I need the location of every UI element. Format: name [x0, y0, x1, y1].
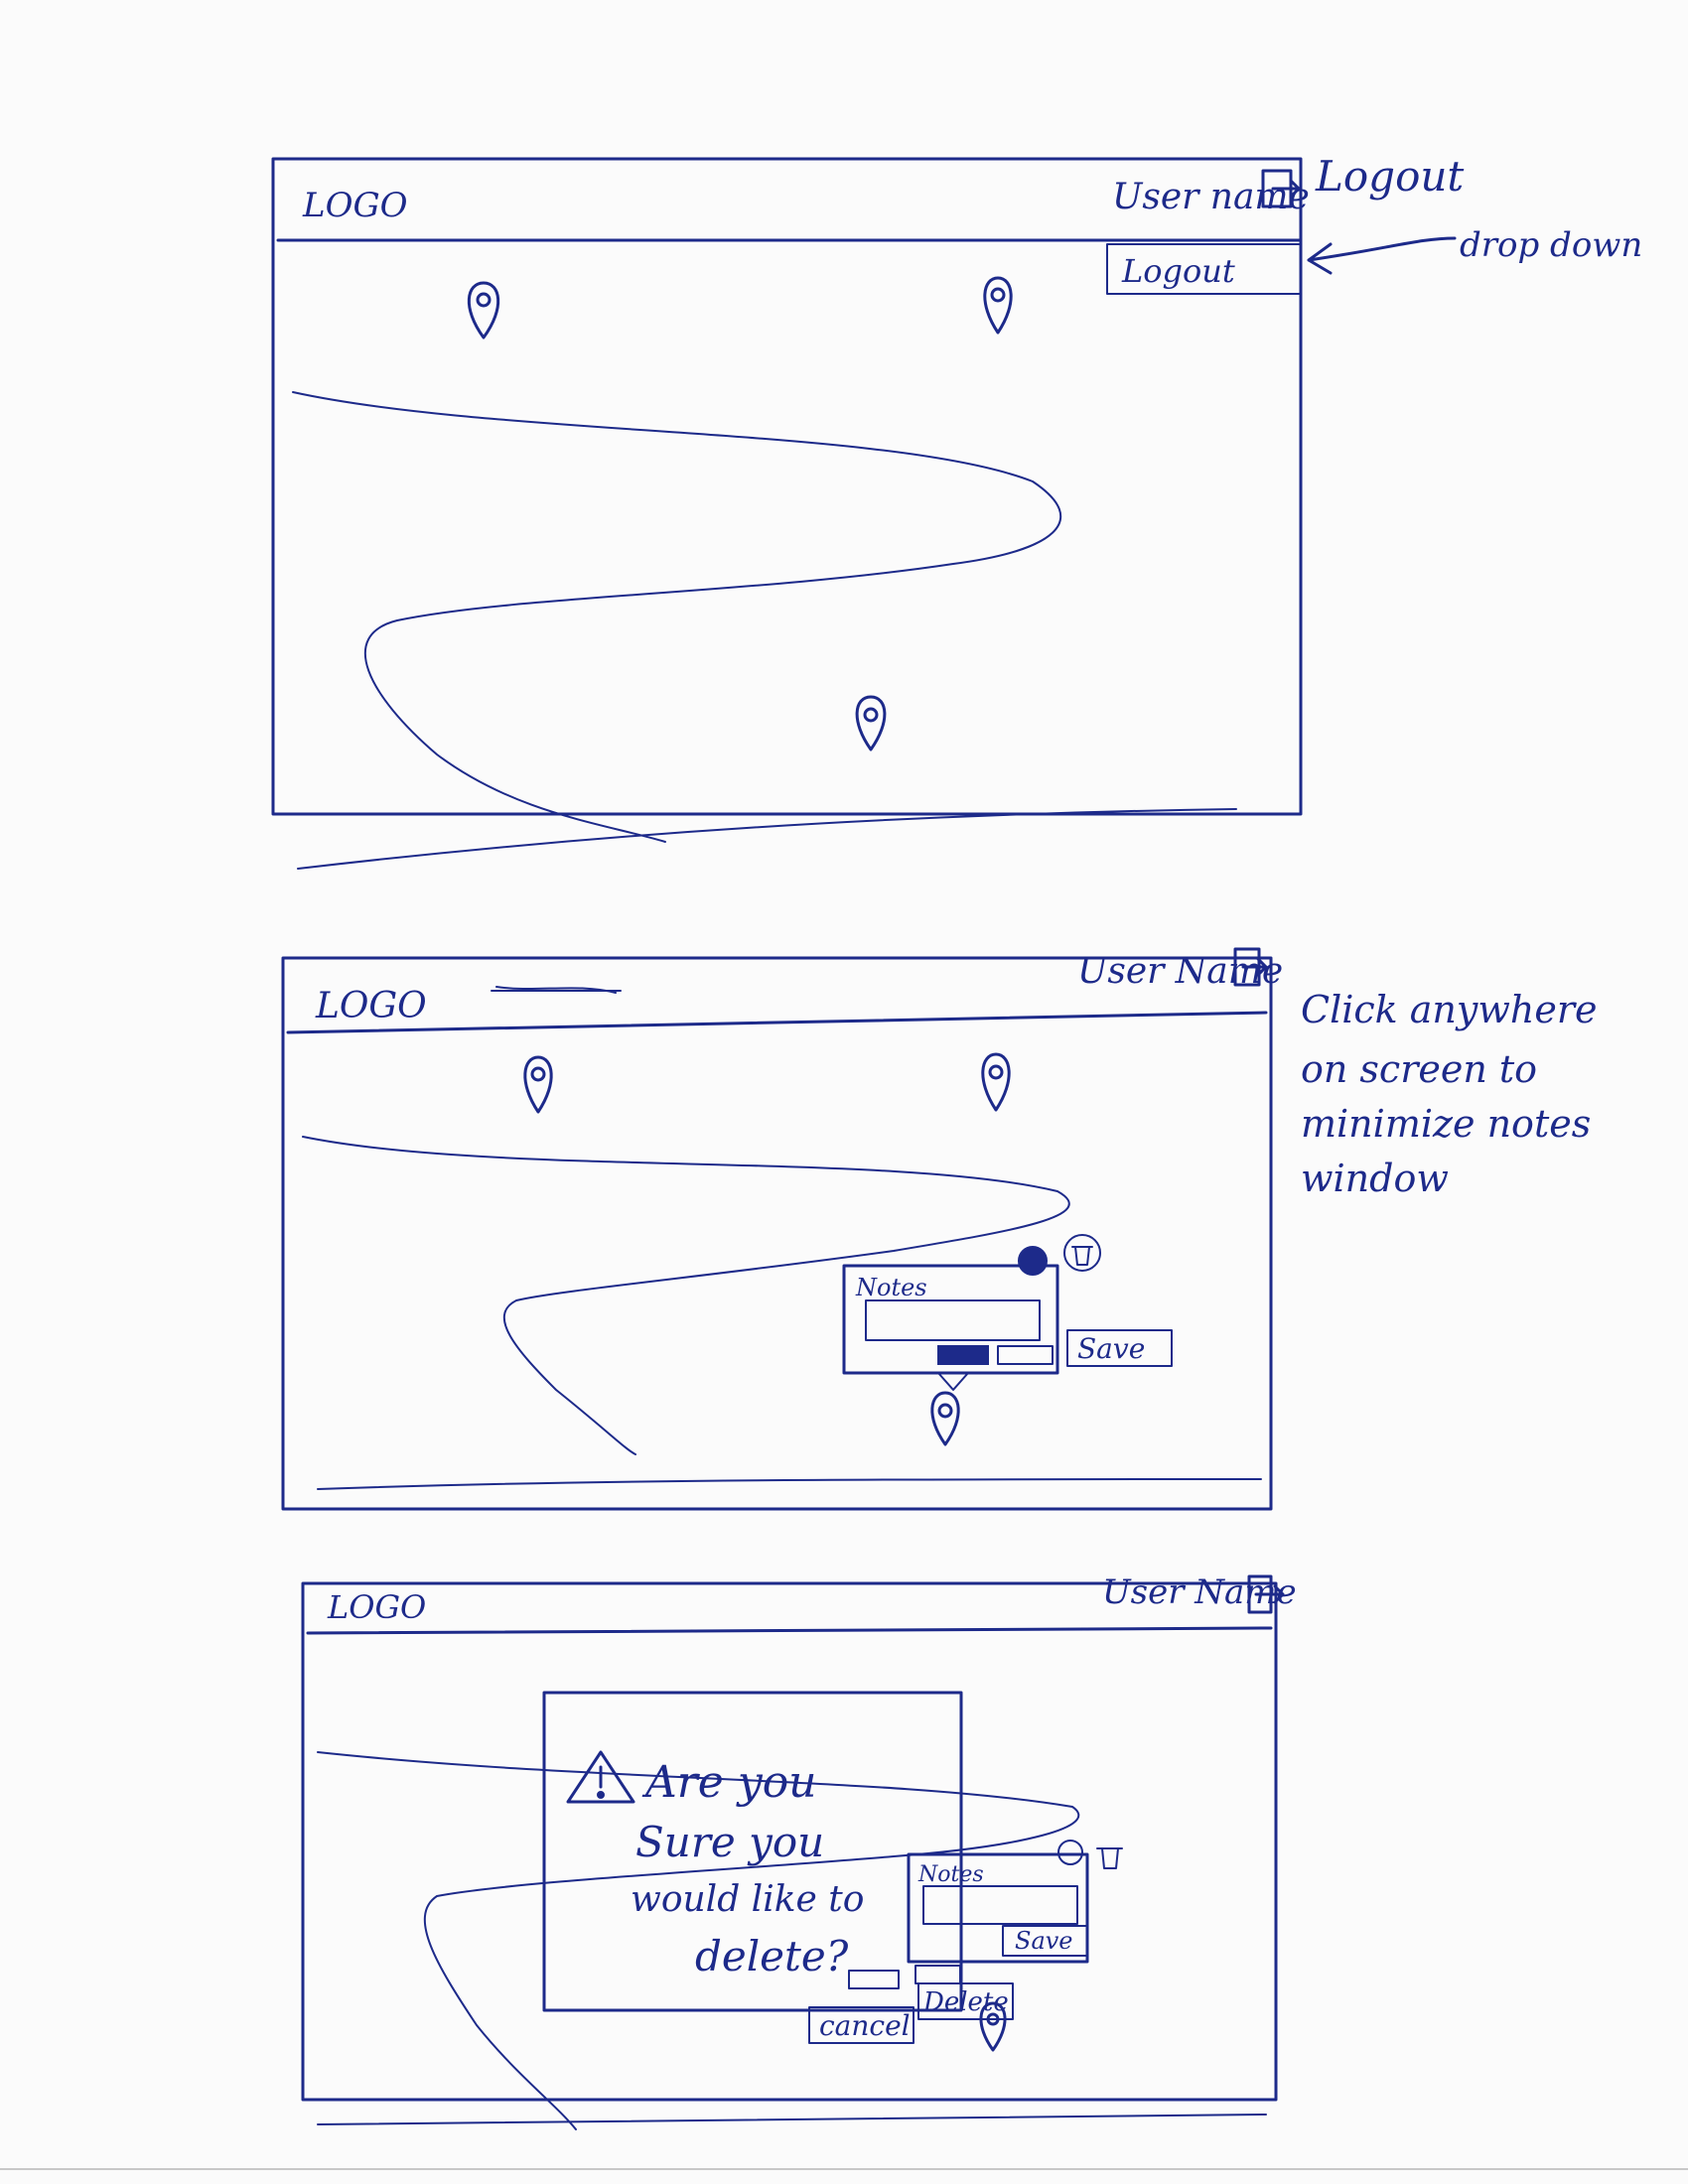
frame-3-header-divider	[306, 1626, 1273, 1635]
svg-text:cancel[interactable]: cancel	[819, 2009, 911, 2042]
map-pin-icon[interactable]	[981, 1052, 1011, 1112]
map-road	[297, 808, 1237, 870]
notes-popup: Notes Save	[848, 1840, 1123, 1989]
frame-1-border	[271, 157, 1303, 816]
cancel-button[interactable]: cancel	[808, 2006, 914, 2044]
logo: LOGO	[327, 1588, 426, 1626]
logout-annotation: Logout	[1315, 152, 1464, 201]
map-pin-icon[interactable]	[930, 1391, 960, 1446]
warning-icon	[566, 1750, 635, 1804]
trash-icon[interactable]	[1063, 1234, 1101, 1272]
annotation-line-2: on screen to	[1301, 1047, 1537, 1091]
confirm-line-3: would like to	[631, 1879, 864, 1920]
save-button[interactable]: Save	[1066, 1329, 1173, 1367]
svg-text:Save[interactable]: Save	[1077, 1332, 1145, 1365]
map-road	[317, 1478, 1262, 1490]
logo: LOGO	[302, 186, 408, 225]
logout-dropdown-label[interactable]: Logout	[1121, 252, 1235, 290]
frame-2-border	[281, 956, 1273, 1511]
map-river	[292, 391, 1062, 843]
map-river	[317, 1751, 1080, 2130]
notes-panel	[842, 1264, 1059, 1375]
logout-icon[interactable]	[1247, 1574, 1285, 1614]
annotation-line-1: Click anywhere	[1301, 988, 1598, 1031]
close-icon[interactable]	[1018, 1246, 1048, 1276]
annotation-line-4: window	[1301, 1157, 1449, 1200]
trash-icon[interactable]	[1096, 1847, 1123, 1869]
logout-dropdown[interactable]: Logout	[1106, 243, 1302, 295]
minimize-button[interactable]	[848, 1970, 900, 1989]
map-pin-icon[interactable]	[979, 2001, 1007, 2052]
map-road	[317, 2114, 1267, 2125]
popup-pointer	[937, 1372, 969, 1391]
map-pin-icon[interactable]	[523, 1055, 553, 1114]
save-button[interactable]: Save	[1002, 1925, 1088, 1957]
notes-input[interactable]	[865, 1299, 1041, 1341]
close-icon[interactable]	[1057, 1840, 1083, 1865]
logout-icon[interactable]	[1233, 947, 1268, 987]
logout-icon[interactable]	[1261, 169, 1301, 208]
frame-2-header-divider	[286, 1011, 1268, 1034]
user-name[interactable]: User Name	[1102, 1572, 1297, 1612]
map-river	[302, 1136, 1070, 1455]
map-pin-icon[interactable]	[467, 281, 500, 340]
confirm-line-1: Are you	[641, 1757, 817, 1808]
confirm-panel	[542, 1691, 963, 2012]
dropdown-annotation: drop down	[1460, 225, 1642, 265]
user-name[interactable]: User name	[1112, 177, 1310, 217]
confirm-dialog: Are you Sure you would like to delete? c…	[542, 1691, 1014, 2044]
notes-title: Notes	[855, 1274, 927, 1301]
delete-button[interactable]: Delete	[917, 1982, 1014, 2020]
frame-3-border	[301, 1581, 1278, 2102]
logo: LOGO	[315, 986, 427, 1026]
edit-button[interactable]	[997, 1345, 1054, 1365]
confirm-line-2: Sure you	[635, 1818, 824, 1866]
frame-3: LOGO User Name Are you Sure you would li…	[301, 1572, 1297, 2130]
frame-1: LOGO User name Logout Logout drop down	[271, 152, 1642, 870]
minimize-button[interactable]	[937, 1345, 989, 1365]
notes-panel	[907, 1852, 1089, 1964]
scribble	[491, 986, 622, 994]
edit-button[interactable]	[914, 1965, 961, 1984]
annotation-line-3: minimize notes	[1301, 1102, 1591, 1146]
notes-popup: Notes Save	[842, 1234, 1173, 1391]
frame-2: LOGO User Name Notes Save	[281, 947, 1598, 1511]
map-pin-icon[interactable]	[983, 276, 1013, 335]
notes-title: Notes	[917, 1862, 984, 1887]
svg-text:Save[interactable]: Save	[1015, 1927, 1073, 1955]
map-pin-icon[interactable]	[855, 695, 887, 751]
notes-input[interactable]	[922, 1885, 1078, 1925]
annotation-arrow	[1307, 236, 1457, 275]
confirm-line-4: delete?	[695, 1932, 849, 1980]
